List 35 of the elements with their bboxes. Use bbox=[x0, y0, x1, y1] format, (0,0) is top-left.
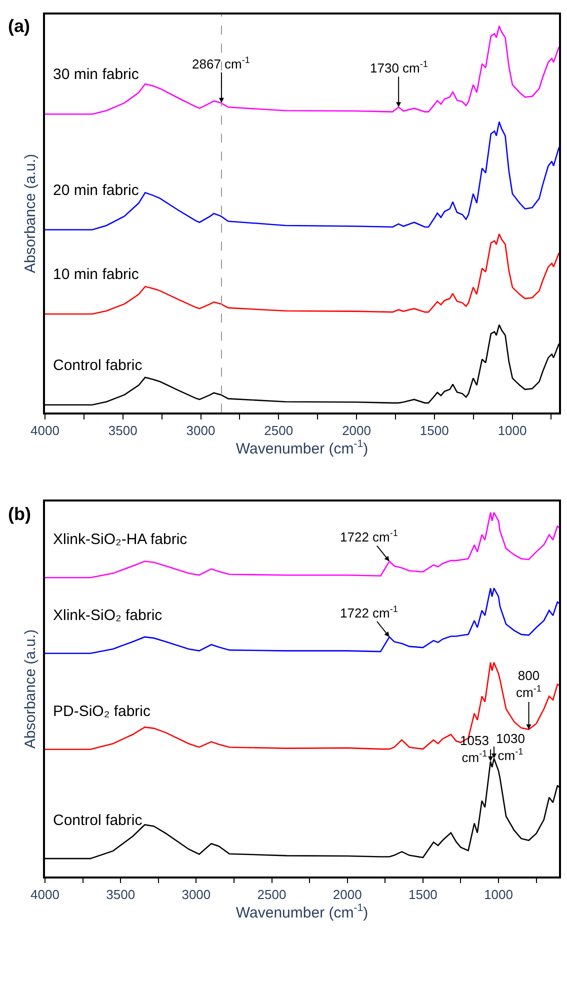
series-label: Control fabric bbox=[53, 812, 143, 829]
y-axis-title: Absorbance (a.u.) bbox=[22, 629, 39, 749]
x-tick-label: 3500 bbox=[108, 422, 138, 438]
annotation: 1722 cm$^{-1}$ bbox=[340, 528, 398, 544]
x-axis-title: Wavenumber (cm$^{-1}$) bbox=[236, 902, 368, 922]
annotation: 800 cm$^{-1}$ bbox=[516, 668, 542, 700]
chart-title: (a) bbox=[8, 16, 30, 36]
x-tick-label: 3000 bbox=[182, 886, 211, 902]
series-label: 10 min fabric bbox=[53, 266, 140, 283]
series-label: Xlink-SiO₂ fabric bbox=[53, 607, 163, 624]
x-tick-label: 2500 bbox=[264, 422, 294, 438]
series-label: Control fabric bbox=[53, 357, 143, 374]
x-tick-label: 4000 bbox=[30, 886, 60, 902]
x-tick-label: 3000 bbox=[186, 422, 216, 438]
annotation: 2867 cm$^{-1}$ bbox=[192, 55, 250, 72]
x-tick-label: 2000 bbox=[332, 886, 362, 902]
chart-title: (b) bbox=[8, 504, 31, 524]
x-tick-label: 1500 bbox=[408, 886, 438, 902]
annotation: 1730 cm$^{-1}$ bbox=[370, 59, 428, 76]
series-label: Xlink-SiO₂-HA fabric bbox=[53, 531, 188, 548]
annotation: 1722 cm$^{-1}$ bbox=[340, 604, 398, 620]
x-tick-label: 1000 bbox=[484, 886, 513, 902]
x-tick-label: 1000 bbox=[498, 422, 527, 438]
series-label: PD-SiO₂ fabric bbox=[53, 703, 152, 720]
x-tick-label: 2000 bbox=[342, 422, 371, 438]
x-tick-label: 4000 bbox=[30, 422, 60, 438]
annotation: 1030 cm$^{-1}$ bbox=[496, 731, 525, 763]
series-label: 30 min fabric bbox=[53, 66, 140, 83]
annotation: 1053 cm$^{-1}$ bbox=[460, 733, 489, 765]
x-axis-title: Wavenumber (cm$^{-1}$) bbox=[236, 438, 368, 458]
x-tick-label: 2500 bbox=[257, 886, 286, 902]
series-label: 20 min fabric bbox=[53, 182, 140, 199]
y-axis-title: Absorbance (a.u.) bbox=[22, 154, 39, 274]
x-tick-label: 1500 bbox=[420, 422, 449, 438]
x-tick-label: 3500 bbox=[106, 886, 136, 902]
